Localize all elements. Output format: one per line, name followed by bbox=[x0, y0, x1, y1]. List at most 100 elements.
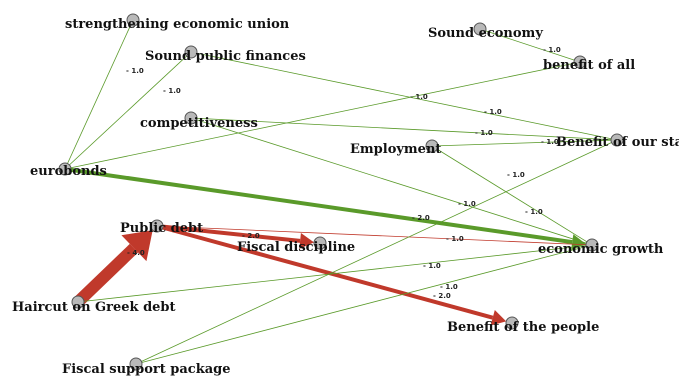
node-dot[interactable] bbox=[150, 219, 164, 233]
edge-line bbox=[190, 117, 587, 244]
edge-weight-label: - 1.0 bbox=[163, 87, 181, 95]
edge-weight-label: - 1.0 bbox=[410, 93, 428, 101]
edge-line bbox=[73, 243, 139, 307]
node-fiscal_discipline[interactable]: Fiscal discipline bbox=[237, 236, 355, 255]
edge-line bbox=[77, 245, 587, 303]
edge-eurobonds-to-sound_finances: - 1.0 bbox=[64, 55, 187, 170]
edge-sound_economy-to-benefit_all: - 1.0 bbox=[479, 28, 575, 61]
edge-competitiveness-to-economic_growth: - 1.0 bbox=[190, 117, 587, 244]
node-benefit_state[interactable]: Benefit of our state bbox=[556, 133, 679, 150]
node-label: competitiveness bbox=[140, 116, 258, 131]
node-dot[interactable] bbox=[473, 22, 487, 36]
node-label: Sound public finances bbox=[145, 49, 306, 64]
node-dot[interactable] bbox=[58, 162, 72, 176]
node-label: Benefit of the people bbox=[447, 320, 599, 335]
edge-line bbox=[64, 62, 575, 170]
edge-line bbox=[190, 117, 612, 141]
node-dot[interactable] bbox=[585, 238, 599, 252]
edge-line bbox=[431, 139, 612, 147]
node-dot[interactable] bbox=[425, 139, 439, 153]
edge-line bbox=[431, 145, 588, 243]
node-label: eurobonds bbox=[30, 164, 107, 179]
node-label: economic growth bbox=[538, 242, 664, 257]
node-label: Sound economy bbox=[428, 26, 543, 41]
node-label: Fiscal discipline bbox=[237, 240, 355, 255]
node-competitiveness[interactable]: competitiveness bbox=[140, 111, 258, 131]
node-haircut[interactable]: Haircut on Greek debt bbox=[12, 295, 176, 315]
edge-haircut-to-public_debt: - 4.0 bbox=[73, 230, 153, 307]
edge-weight-label: - 1.0 bbox=[543, 46, 561, 54]
edge-weight-label: - 1.0 bbox=[507, 171, 525, 179]
arrowhead bbox=[121, 230, 153, 262]
edge-employment-to-benefit_state: - 1.0 bbox=[431, 138, 612, 147]
node-dot[interactable] bbox=[71, 295, 85, 309]
arrowhead bbox=[490, 310, 507, 326]
edge-line bbox=[64, 167, 573, 245]
node-eurobonds[interactable]: eurobonds bbox=[30, 162, 107, 179]
arrowhead bbox=[299, 232, 315, 249]
edge-haircut-to-economic_growth: - 1.0 bbox=[77, 245, 587, 303]
node-label: Employment bbox=[350, 142, 441, 157]
node-dot[interactable] bbox=[184, 111, 198, 125]
edge-eurobonds-to-strengthening: - 1.0 bbox=[64, 25, 144, 170]
node-sound_finances[interactable]: Sound public finances bbox=[145, 45, 306, 64]
node-dot[interactable] bbox=[505, 316, 519, 330]
edge-weight-label: - 1.0 bbox=[423, 262, 441, 270]
node-benefit_all[interactable]: benefit of all bbox=[543, 55, 635, 73]
node-employment[interactable]: Employment bbox=[350, 139, 441, 157]
edges-layer: - 1.0- 1.0- 1.0- 2.0- 1.0- 1.0- 1.0- 1.0… bbox=[64, 25, 612, 365]
edge-sound_finances-to-benefit_state: - 1.0 bbox=[190, 51, 612, 140]
nodes-layer: strengthening economic union Sound public… bbox=[12, 13, 679, 376]
edge-competitiveness-to-benefit_state: - 1.0 bbox=[190, 117, 612, 141]
node-strengthening[interactable]: strengthening economic union bbox=[65, 13, 290, 32]
edge-line bbox=[135, 142, 612, 365]
edge-line bbox=[64, 25, 131, 170]
node-dot[interactable] bbox=[129, 357, 143, 371]
edge-weight-label: - 1.0 bbox=[126, 67, 144, 75]
node-label: benefit of all bbox=[543, 58, 635, 73]
edge-fiscal_support-to-benefit_state: - 1.0 bbox=[135, 142, 612, 365]
node-benefit_people[interactable]: Benefit of the people bbox=[447, 316, 599, 335]
node-economic_growth[interactable]: economic growth bbox=[538, 238, 664, 257]
edge-line bbox=[156, 224, 494, 320]
arrowhead bbox=[571, 234, 587, 251]
node-dot[interactable] bbox=[126, 13, 140, 27]
edge-weight-label: - 4.0 bbox=[127, 249, 145, 257]
edge-line bbox=[190, 51, 612, 140]
node-dot[interactable] bbox=[313, 236, 327, 250]
edge-line bbox=[156, 225, 587, 246]
node-fiscal_support[interactable]: Fiscal support package bbox=[62, 357, 231, 376]
edge-public_debt-to-benefit_people: - 2.0 bbox=[156, 224, 507, 326]
edge-weight-label: - 2.0 bbox=[412, 214, 430, 222]
node-label: Haircut on Greek debt bbox=[12, 300, 176, 315]
node-label: Fiscal support package bbox=[62, 362, 231, 376]
node-label: Public debt bbox=[120, 221, 203, 236]
edge-public_debt-to-economic_growth: - 1.0 bbox=[156, 225, 587, 246]
edge-line bbox=[479, 28, 575, 61]
node-sound_economy[interactable]: Sound economy bbox=[428, 22, 543, 41]
edge-employment-to-economic_growth: - 1.0 bbox=[431, 145, 588, 243]
node-dot[interactable] bbox=[573, 55, 587, 69]
edge-weight-label: - 1.0 bbox=[446, 235, 464, 243]
edge-eurobonds-to-benefit_all: - 1.0 bbox=[64, 62, 575, 170]
node-dot[interactable] bbox=[610, 133, 624, 147]
edge-weight-label: - 1.0 bbox=[458, 200, 476, 208]
edge-public_debt-to-fiscal_discipline: - 2.0 bbox=[156, 224, 315, 249]
edge-weight-label: - 1.0 bbox=[484, 108, 502, 116]
edge-weight-label: - 2.0 bbox=[242, 232, 260, 240]
edge-fiscal_support-to-economic_growth: - 1.0 bbox=[135, 246, 587, 365]
edge-weight-label: - 2.0 bbox=[433, 292, 451, 300]
node-label: Benefit of our state bbox=[556, 135, 679, 150]
edge-eurobonds-to-economic_growth: - 2.0 bbox=[64, 167, 587, 251]
edge-weight-label: - 1.0 bbox=[440, 283, 458, 291]
edge-weight-label: - 1.0 bbox=[525, 208, 543, 216]
node-public_debt[interactable]: Public debt bbox=[120, 219, 203, 236]
edge-weight-label: - 1.0 bbox=[541, 138, 559, 146]
edge-line bbox=[135, 246, 587, 365]
node-dot[interactable] bbox=[184, 45, 198, 59]
edge-weight-label: - 1.0 bbox=[475, 129, 493, 137]
edge-line bbox=[156, 224, 301, 243]
edge-line bbox=[64, 55, 187, 170]
